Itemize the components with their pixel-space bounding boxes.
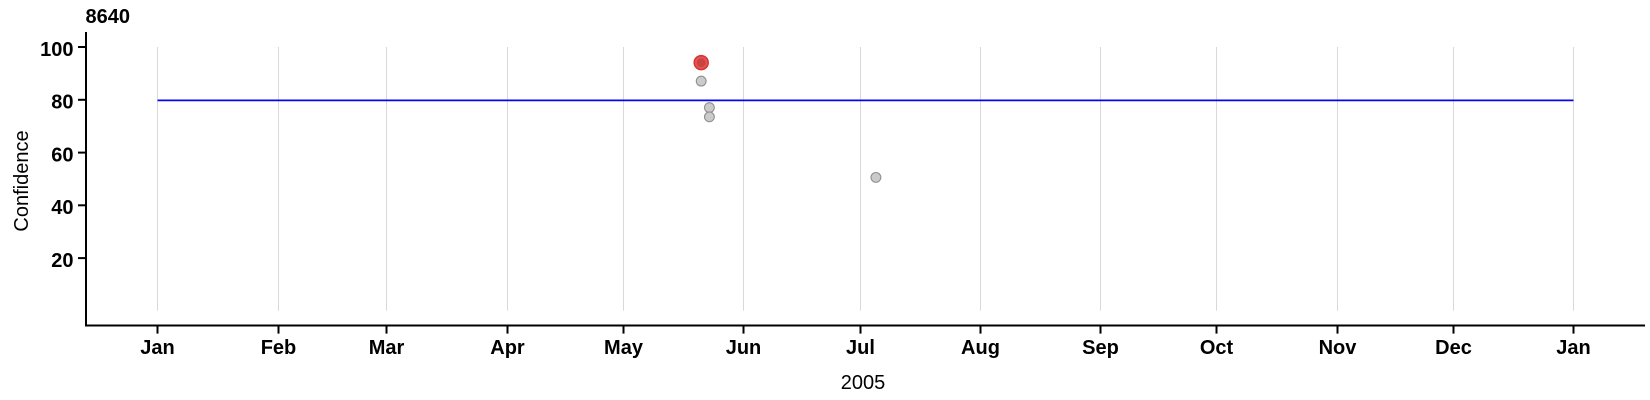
svg-text:Jun: Jun	[726, 337, 762, 359]
svg-text:Jan: Jan	[140, 337, 174, 359]
svg-text:8640: 8640	[86, 6, 131, 28]
svg-text:80: 80	[51, 92, 73, 114]
svg-text:Jan: Jan	[1556, 337, 1590, 359]
svg-text:Apr: Apr	[490, 337, 525, 359]
svg-text:Mar: Mar	[369, 337, 405, 359]
svg-text:Confidence: Confidence	[11, 130, 33, 231]
svg-text:60: 60	[51, 144, 73, 166]
svg-text:100: 100	[40, 39, 73, 61]
svg-text:Feb: Feb	[261, 337, 297, 359]
svg-text:May: May	[604, 337, 644, 359]
svg-text:Oct: Oct	[1200, 337, 1234, 359]
svg-text:Jul: Jul	[846, 337, 875, 359]
svg-text:2005: 2005	[841, 372, 886, 394]
svg-text:Aug: Aug	[961, 337, 1000, 359]
svg-text:40: 40	[51, 197, 73, 219]
svg-text:20: 20	[51, 250, 73, 272]
svg-text:Nov: Nov	[1319, 337, 1358, 359]
svg-text:Dec: Dec	[1435, 337, 1472, 359]
svg-text:Sep: Sep	[1082, 337, 1119, 359]
